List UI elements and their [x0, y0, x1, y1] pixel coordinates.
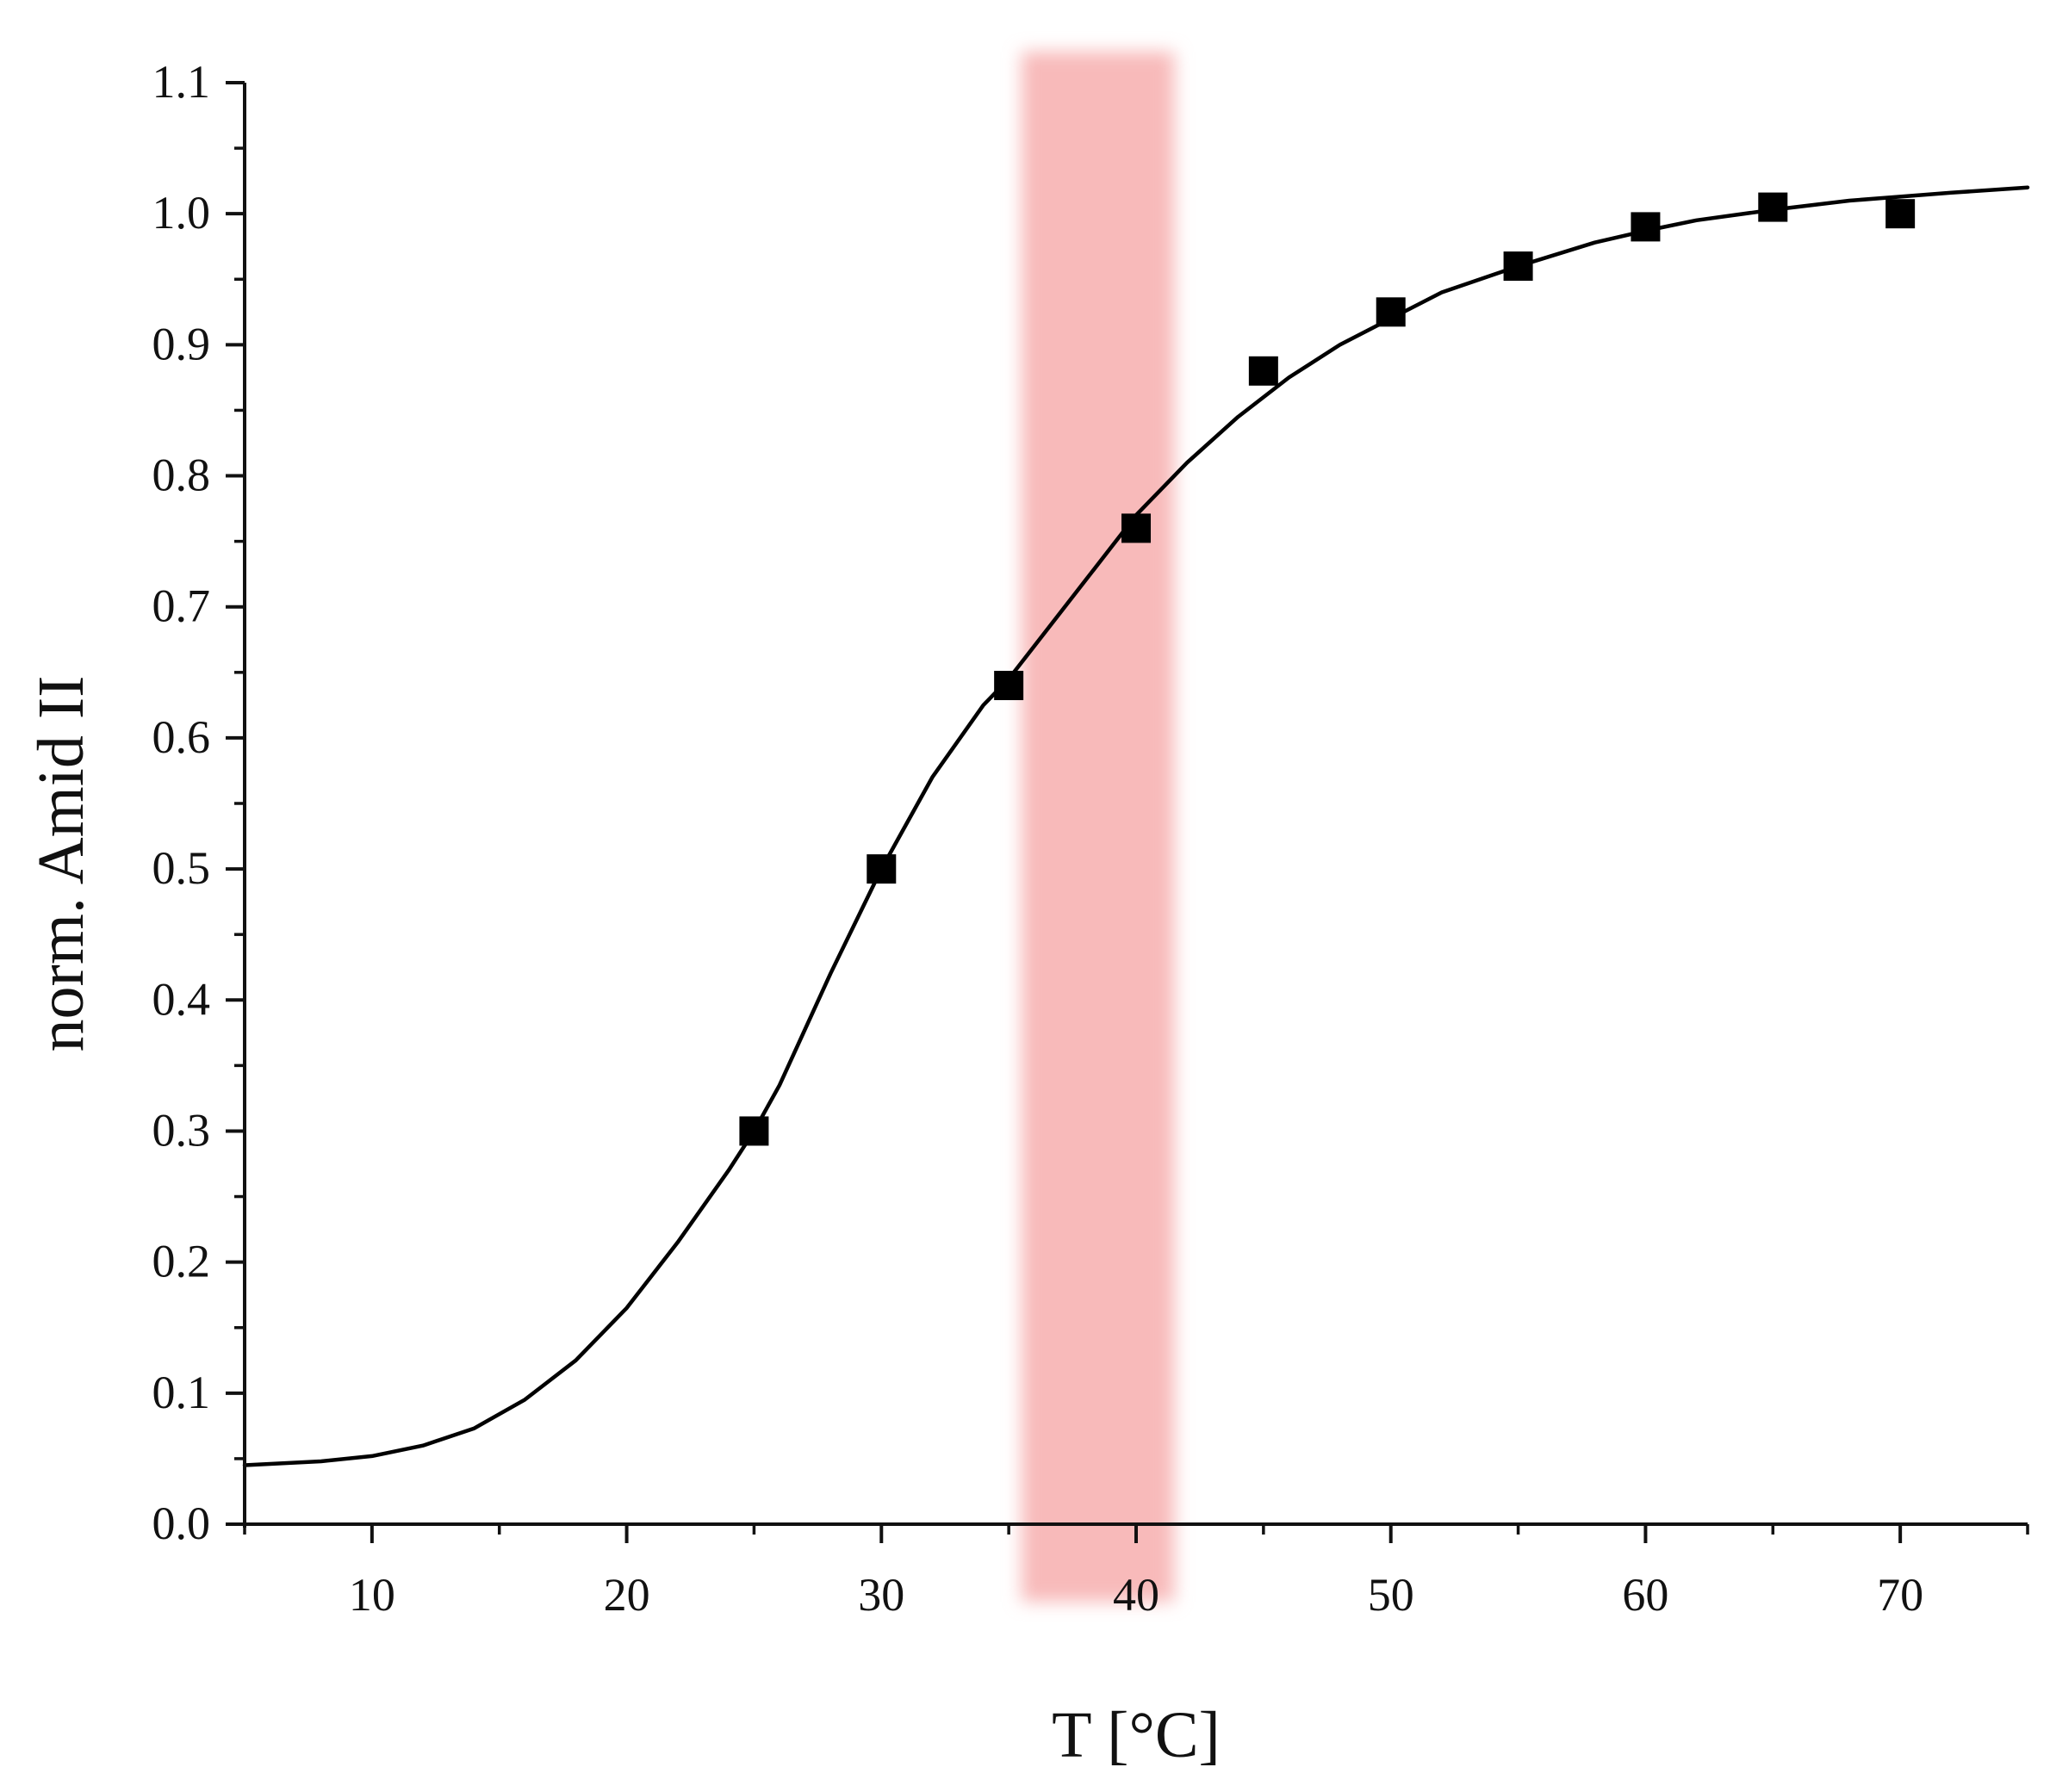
axes-layer — [226, 81, 2029, 1543]
y-tick-label: 0.0 — [152, 1497, 211, 1549]
data-point — [1758, 192, 1788, 222]
data-point — [1248, 356, 1278, 386]
y-tick-label: 1.0 — [152, 187, 211, 239]
y-tick-label: 0.6 — [152, 711, 211, 763]
data-point — [1121, 513, 1151, 543]
x-tick-label: 50 — [1368, 1569, 1414, 1621]
y-tick-label: 0.5 — [152, 842, 211, 894]
y-tick-label: 0.4 — [152, 973, 211, 1025]
data-point — [1503, 251, 1533, 282]
data-points-layer — [739, 192, 1916, 1146]
x-tick-label: 70 — [1877, 1569, 1923, 1621]
y-tick-label: 0.7 — [152, 580, 211, 632]
data-point — [739, 1116, 769, 1146]
y-tick-label: 1.1 — [152, 56, 211, 108]
data-point — [1376, 297, 1406, 327]
data-point — [867, 854, 897, 884]
tick-labels-layer: 0.0 0.1 0.2 0.3 0.4 0.5 0.6 0.7 0.8 0.9 1.0 1.1 10 20… — [152, 56, 1924, 1621]
x-tick-label: 40 — [1113, 1569, 1159, 1621]
y-tick-label: 0.9 — [152, 318, 211, 369]
y-tick-label: 0.2 — [152, 1236, 211, 1287]
y-tick-label: 0.3 — [152, 1104, 211, 1156]
x-tick-label: 30 — [858, 1569, 904, 1621]
x-axis-title: T [°C] — [1052, 1699, 1221, 1771]
y-tick-label: 0.8 — [152, 450, 211, 501]
fit-curve-line — [242, 185, 2030, 1467]
x-tick-label: 60 — [1622, 1569, 1668, 1621]
data-point — [1885, 199, 1916, 229]
y-tick-label: 0.1 — [152, 1367, 211, 1418]
x-tick-label: 20 — [604, 1569, 650, 1621]
fit-curve-layer — [242, 185, 2030, 1467]
x-tick-label: 10 — [349, 1569, 395, 1621]
highlight-band — [1021, 52, 1175, 1602]
y-axis-title: norm. Amid II — [25, 676, 97, 1052]
data-point — [1631, 212, 1661, 242]
data-point — [994, 671, 1024, 701]
highlight-band-layer — [1021, 52, 1175, 1602]
